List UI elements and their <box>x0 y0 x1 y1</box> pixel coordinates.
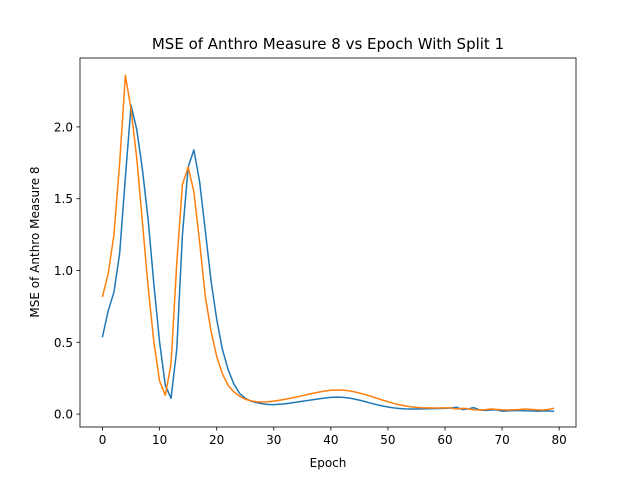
axes-frame <box>79 57 577 428</box>
y-axis-label: MSE of Anthro Measure 8 <box>28 166 42 317</box>
x-tick-label: 60 <box>437 433 452 447</box>
y-tick-label: 1.0 <box>54 264 73 278</box>
x-tick-label: 0 <box>99 433 107 447</box>
y-tick-label: 0.0 <box>54 408 73 422</box>
x-tick-label: 30 <box>266 433 281 447</box>
x-axis-label: Epoch <box>310 456 347 470</box>
y-tick-label: 2.0 <box>54 120 73 134</box>
series-line-2 <box>101 74 555 411</box>
x-tick-label: 40 <box>323 433 338 447</box>
x-tick-label: 50 <box>380 433 395 447</box>
chart-title: MSE of Anthro Measure 8 vs Epoch With Sp… <box>152 35 504 53</box>
x-tick-label: 80 <box>552 433 567 447</box>
x-tick-label: 70 <box>494 433 509 447</box>
y-tick-label: 1.5 <box>54 192 73 206</box>
x-tick-label: 20 <box>209 433 224 447</box>
plot-area: 0 10 20 30 40 50 60 70 80 0.0 0.5 1.0 1.5 2.0 <box>54 57 577 447</box>
x-tick-label: 10 <box>152 433 167 447</box>
y-tick-label: 0.5 <box>54 336 73 350</box>
